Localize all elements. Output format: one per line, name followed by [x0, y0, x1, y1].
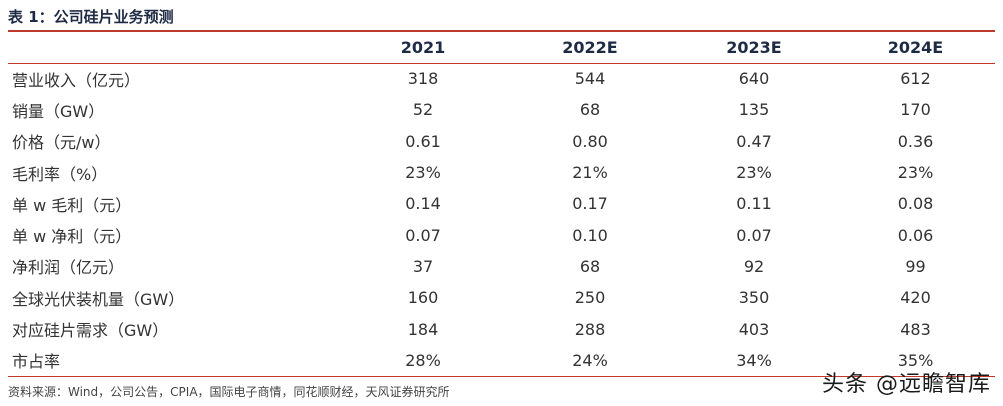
cell: 184 [407, 319, 439, 339]
cell: 0.80 [572, 131, 608, 151]
header-rule [8, 63, 995, 64]
row-label: 营业收入（亿元） [12, 70, 141, 90]
row-label: 市占率 [12, 352, 61, 372]
table-row: 毛利率（%） 23% 21% 23% 23% [8, 157, 995, 188]
cell: 403 [738, 319, 770, 339]
cell: 544 [574, 69, 606, 89]
cell: 250 [574, 288, 606, 308]
cell: 24% [572, 350, 608, 370]
table-row: 价格（元/w） 0.61 0.80 0.47 0.36 [8, 126, 995, 157]
cell: 483 [900, 319, 931, 339]
cell: 23% [736, 163, 772, 183]
row-label: 单 w 净利（元） [12, 227, 132, 247]
header-year: 2023E [726, 38, 782, 57]
table-row: 销量（GW） 52 68 135 170 [8, 94, 995, 125]
row-label: 净利润（亿元） [12, 258, 125, 278]
cell: 135 [738, 100, 770, 120]
table-row: 市占率 28% 24% 34% 35% [8, 345, 995, 376]
table-row: 全球光伏装机量（GW） 160 250 350 420 [8, 282, 995, 313]
cell: 0.10 [572, 225, 608, 245]
cell: 0.08 [897, 194, 934, 214]
cell: 68 [579, 256, 601, 276]
cell: 0.06 [897, 225, 934, 245]
cell: 170 [900, 100, 931, 120]
cell: 160 [407, 288, 439, 308]
cell: 640 [738, 69, 770, 89]
cell: 420 [900, 288, 931, 308]
header-year: 2024E [887, 38, 944, 57]
cell: 37 [412, 256, 434, 276]
table-row: 净利润（亿元） 37 68 92 99 [8, 251, 995, 282]
cell: 350 [738, 288, 770, 308]
header-year: 2022E [562, 38, 618, 57]
cell: 28% [405, 350, 441, 370]
row-label: 毛利率（%） [12, 164, 108, 184]
header-row: 2021 2022E 2023E 2024E [8, 32, 995, 63]
cell: 0.11 [736, 194, 772, 214]
cell: 99 [905, 256, 926, 276]
cell: 52 [412, 100, 434, 120]
bottom-rule [8, 376, 995, 377]
table-row: 营业收入（亿元） 318 544 640 612 [8, 63, 995, 94]
cell: 0.47 [736, 131, 772, 151]
table-row: 单 w 毛利（元） 0.14 0.17 0.11 0.08 [8, 188, 995, 219]
table-row: 对应硅片需求（GW） 184 288 403 483 [8, 313, 995, 344]
cell: 0.36 [897, 131, 934, 151]
source-note: 资料来源：Wind，公司公告，CPIA，国际电子商情，同花顺财经，天风证券研究所 [8, 385, 450, 399]
cell: 318 [407, 69, 439, 89]
cell: 0.17 [572, 194, 608, 214]
cell: 92 [743, 256, 765, 276]
cell: 612 [900, 69, 931, 89]
top-rule [8, 30, 995, 32]
forecast-table: 2021 2022E 2023E 2024E 营业收入（亿元） 318 544 … [8, 32, 995, 376]
cell: 288 [574, 319, 606, 339]
cell: 21% [572, 163, 608, 183]
cell: 35% [897, 350, 934, 370]
cell: 23% [897, 163, 934, 183]
cell: 0.14 [405, 194, 441, 214]
row-label: 全球光伏装机量（GW） [12, 289, 185, 309]
row-label: 对应硅片需求（GW） [12, 321, 169, 341]
table-row: 单 w 净利（元） 0.07 0.10 0.07 0.06 [8, 219, 995, 250]
header-label [8, 32, 338, 63]
cell: 0.07 [405, 225, 441, 245]
cell: 0.07 [736, 225, 772, 245]
row-label: 销量（GW） [12, 101, 105, 121]
cell: 68 [579, 100, 601, 120]
table-title: 表 1：公司硅片业务预测 [8, 8, 174, 26]
row-label: 单 w 毛利（元） [12, 195, 132, 215]
cell: 23% [405, 163, 441, 183]
cell: 0.61 [405, 131, 441, 151]
cell: 34% [736, 350, 772, 370]
row-label: 价格（元/w） [12, 133, 111, 153]
header-year: 2021 [400, 38, 446, 57]
watermark: 头条 @远瞻智库 [822, 372, 991, 397]
